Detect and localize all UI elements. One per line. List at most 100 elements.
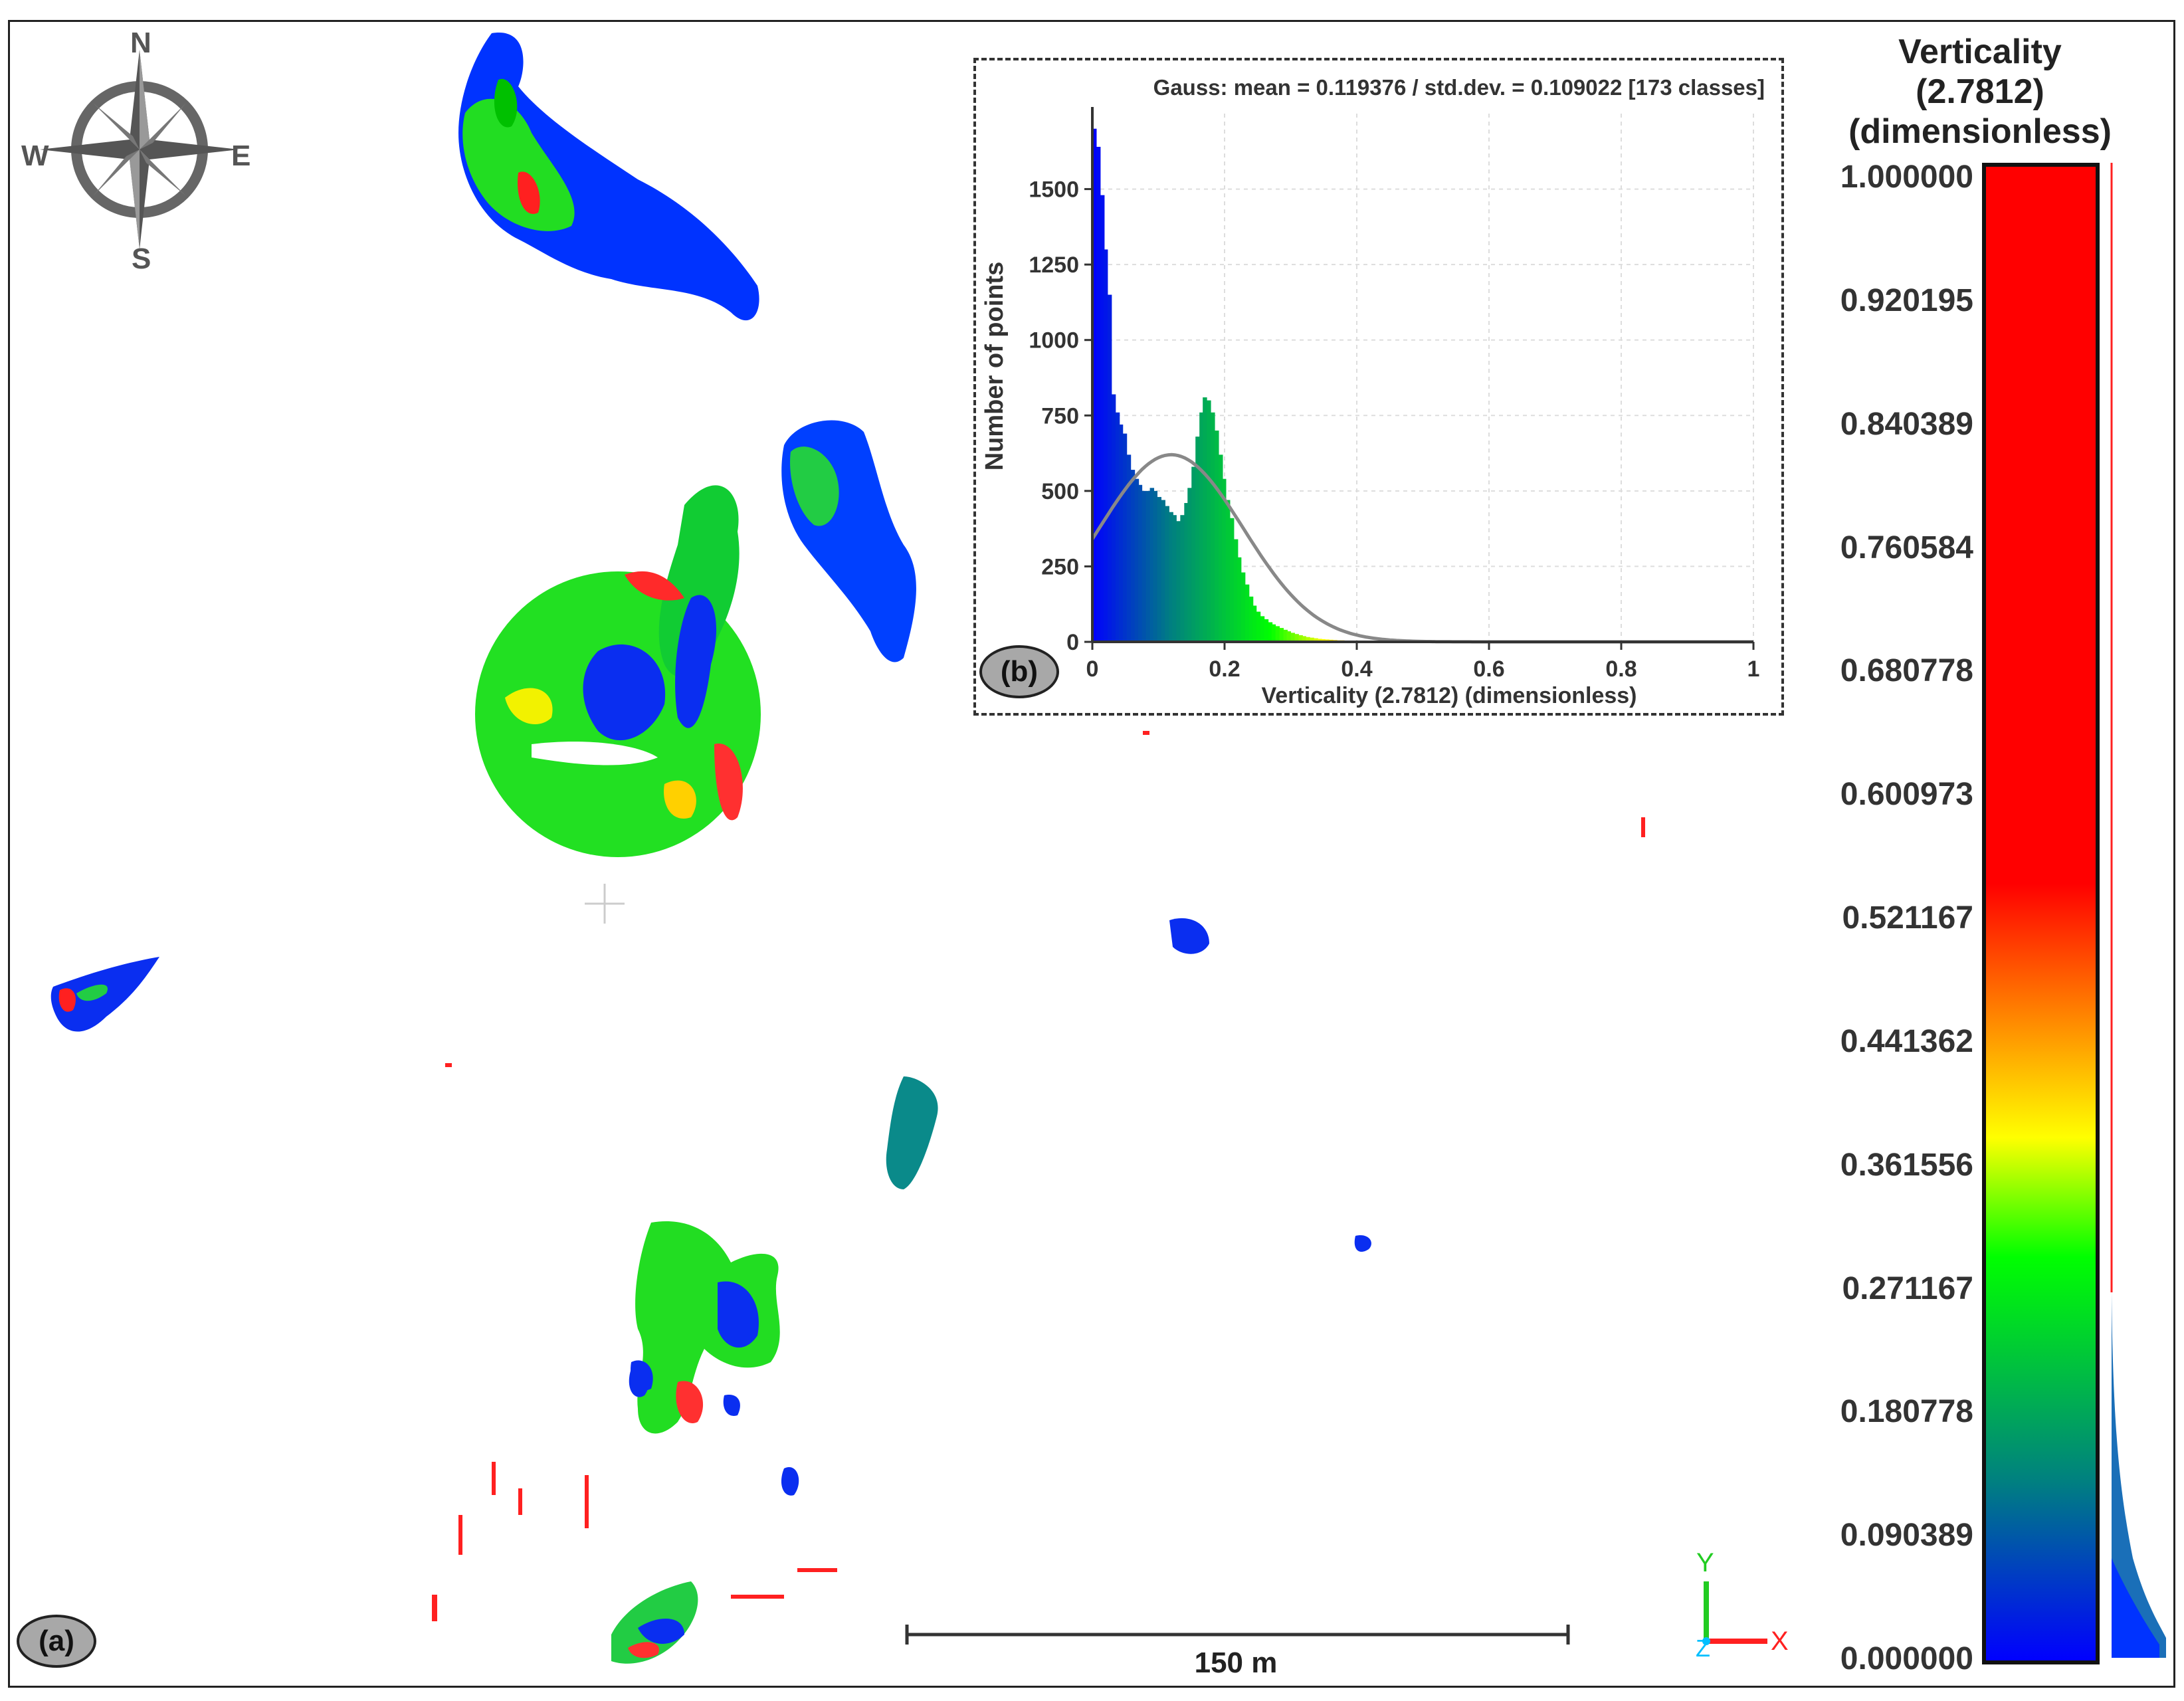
histogram-bar	[1321, 639, 1326, 642]
histogram-bar	[1122, 433, 1128, 642]
axis-x-label: X	[1771, 1627, 1789, 1656]
y-tick-label: 0	[1066, 630, 1079, 655]
y-axis-label: Number of points	[981, 262, 1009, 471]
island-southwest-small	[629, 1368, 799, 1496]
histogram-bar	[1184, 503, 1189, 642]
histogram-bar	[1215, 431, 1219, 642]
histogram-bar	[1203, 397, 1207, 642]
histogram-bar	[1207, 400, 1211, 642]
histogram-bar	[1199, 412, 1204, 642]
colorbar-tick: 1.000000	[1840, 159, 1973, 195]
histogram-bar	[1290, 633, 1295, 642]
histogram-bar	[1268, 622, 1273, 642]
histogram-chart: 0 0.2 0.4 0.6 0.8 1 0 250 500 750 1000 1250 1500 Ve…	[981, 107, 1760, 708]
histogram-bar	[1096, 146, 1101, 642]
panel-label-b: (b)	[979, 645, 1059, 698]
histogram-bar	[1248, 596, 1254, 642]
x-tick-label: 1	[1747, 656, 1760, 682]
colorbar-tick: 0.840389	[1840, 406, 1973, 442]
histogram-bar	[1310, 637, 1314, 642]
histogram-bar	[1233, 539, 1239, 642]
histogram-bar	[1244, 584, 1250, 642]
colorbar-title-line1: Verticality	[1898, 33, 2062, 71]
y-tick-label: 500	[1041, 479, 1079, 504]
compass-north-label: N	[130, 27, 151, 59]
compass-south-label: S	[132, 243, 151, 275]
histogram-bar	[1271, 624, 1276, 642]
histogram-bar	[1187, 488, 1192, 642]
y-tick-label: 750	[1041, 403, 1079, 429]
colorbar-tick: 0.521167	[1842, 900, 1973, 936]
y-tick-label: 1500	[1029, 177, 1079, 203]
patch-south-mid	[886, 1076, 938, 1189]
scale-bar	[905, 1625, 1570, 1645]
histogram-bar	[1260, 616, 1265, 642]
colorbar-title-line2: (2.7812)	[1916, 72, 2044, 111]
axes-gizmo-icon	[1702, 1581, 1767, 1645]
patch-east	[1354, 1235, 1371, 1252]
x-tick-label: 0.4	[1341, 656, 1372, 682]
histogram-bar	[1126, 454, 1132, 642]
histogram-bar	[1130, 470, 1136, 642]
colorbar-tick: 0.680778	[1840, 653, 1973, 689]
compass-west-label: W	[21, 140, 49, 172]
axis-y-label: Y	[1696, 1548, 1714, 1577]
histogram-bar	[1118, 424, 1124, 642]
colorbar-histogram	[2110, 163, 2166, 1658]
y-tick-label: 250	[1041, 554, 1079, 579]
colorbar-tick: 0.000000	[1840, 1641, 1973, 1676]
colorbar-tick: 0.600973	[1840, 777, 1973, 813]
histogram-bar	[1256, 611, 1261, 642]
scale-bar-label: 150 m	[1194, 1647, 1278, 1679]
x-tick-label: 0.8	[1605, 656, 1637, 682]
histogram-bar	[1219, 454, 1223, 642]
axis-z-label: Z	[1696, 1635, 1710, 1662]
histogram-bar	[1153, 490, 1158, 642]
crosshair	[585, 884, 625, 924]
histogram-bar	[1100, 195, 1105, 642]
histogram-panel: Gauss: mean = 0.119376 / std.dev. = 0.10…	[973, 58, 1784, 716]
histogram-bar	[1103, 249, 1108, 642]
histogram-bar	[1115, 412, 1120, 642]
colorbar-title-line3: (dimensionless)	[1848, 112, 2112, 151]
island-central	[475, 485, 761, 857]
colorbar-tick: 0.180778	[1840, 1394, 1973, 1430]
histogram-bar	[1252, 605, 1257, 642]
histogram-bar	[1314, 638, 1318, 642]
histogram-bar	[1229, 518, 1235, 642]
histogram-bar	[1134, 478, 1140, 642]
figure-frame	[8, 20, 2175, 1688]
histogram-bar	[1294, 634, 1299, 642]
histogram-bar	[1211, 412, 1215, 642]
histogram-bar	[1298, 635, 1303, 642]
histogram-bar	[1176, 521, 1181, 642]
island-north	[458, 33, 759, 321]
island-northeast	[781, 420, 916, 662]
y-tick-label: 1000	[1029, 328, 1079, 353]
compass-rose-icon	[40, 50, 239, 249]
histogram-bar	[1241, 572, 1246, 642]
histogram-bar	[1279, 628, 1284, 642]
compass-east-label: E	[231, 140, 251, 172]
histogram-bar	[1225, 500, 1231, 642]
island-south	[631, 1221, 780, 1434]
histogram-bar	[1264, 619, 1269, 642]
scatter-points	[432, 731, 1645, 1621]
island-south-bottom	[611, 1581, 698, 1664]
colorbar-tick: 0.271167	[1842, 1270, 1973, 1306]
histogram-bar	[1306, 637, 1310, 642]
colorbar-tick: 0.920195	[1840, 282, 1973, 318]
island-west	[50, 957, 159, 1032]
x-tick-label: 0.6	[1473, 656, 1504, 682]
histogram-bar	[1157, 496, 1161, 642]
histogram-bar	[1222, 478, 1227, 642]
histogram-bar	[1169, 512, 1173, 642]
histogram-title: Gauss: mean = 0.119376 / std.dev. = 0.10…	[1153, 75, 1765, 100]
histogram-bar	[1237, 557, 1242, 642]
x-axis-label: Verticality (2.7812) (dimensionless)	[1261, 683, 1637, 708]
histogram-bar	[1145, 490, 1151, 642]
histogram-bar	[1275, 626, 1280, 642]
colorbar-tick: 0.441362	[1840, 1023, 1973, 1059]
histogram-bar	[1286, 631, 1291, 642]
patch-mid	[1169, 918, 1209, 954]
